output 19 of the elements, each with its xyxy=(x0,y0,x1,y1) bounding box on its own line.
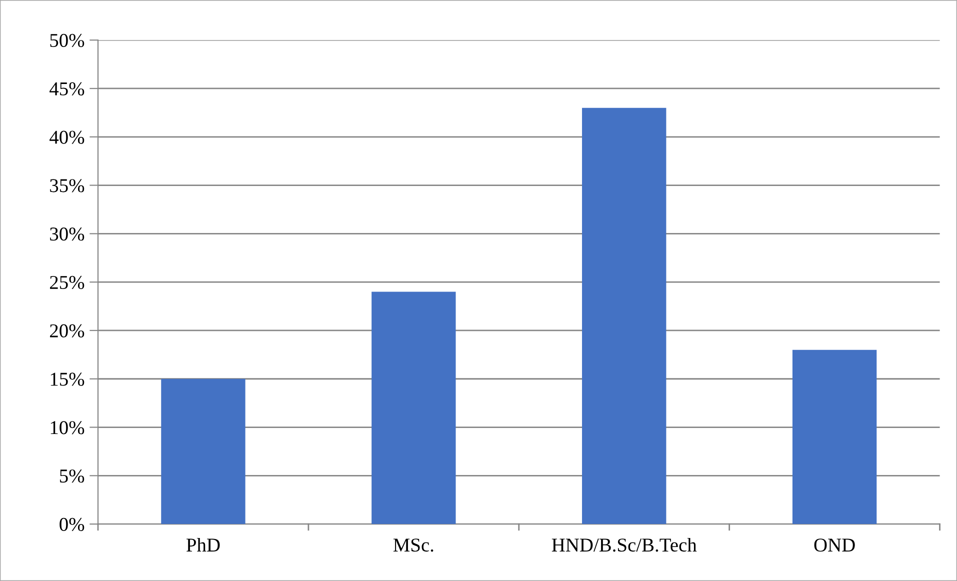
y-tick-label: 30% xyxy=(50,227,84,241)
bar xyxy=(372,292,456,524)
x-tick-label: OND xyxy=(814,538,855,552)
y-tick-label: 15% xyxy=(50,372,84,386)
x-tick-label: PhD xyxy=(186,538,220,552)
y-tick-label: 45% xyxy=(50,82,84,96)
y-tick-label: 40% xyxy=(50,130,84,144)
y-tick-label: 25% xyxy=(50,276,84,290)
y-tick-label: 20% xyxy=(50,324,84,338)
bar xyxy=(161,378,246,524)
x-tick-label: HND/B.Sc/B.Tech xyxy=(552,538,697,552)
y-tick-label: 5% xyxy=(60,469,84,483)
y-tick-label: 10% xyxy=(50,421,84,434)
y-tick-label: 35% xyxy=(50,179,84,192)
y-tick-label: 50% xyxy=(50,34,84,48)
y-tick-label: 0% xyxy=(60,518,84,532)
bar xyxy=(792,350,877,524)
x-tick-label: MSc. xyxy=(393,538,434,552)
bar xyxy=(582,108,666,524)
